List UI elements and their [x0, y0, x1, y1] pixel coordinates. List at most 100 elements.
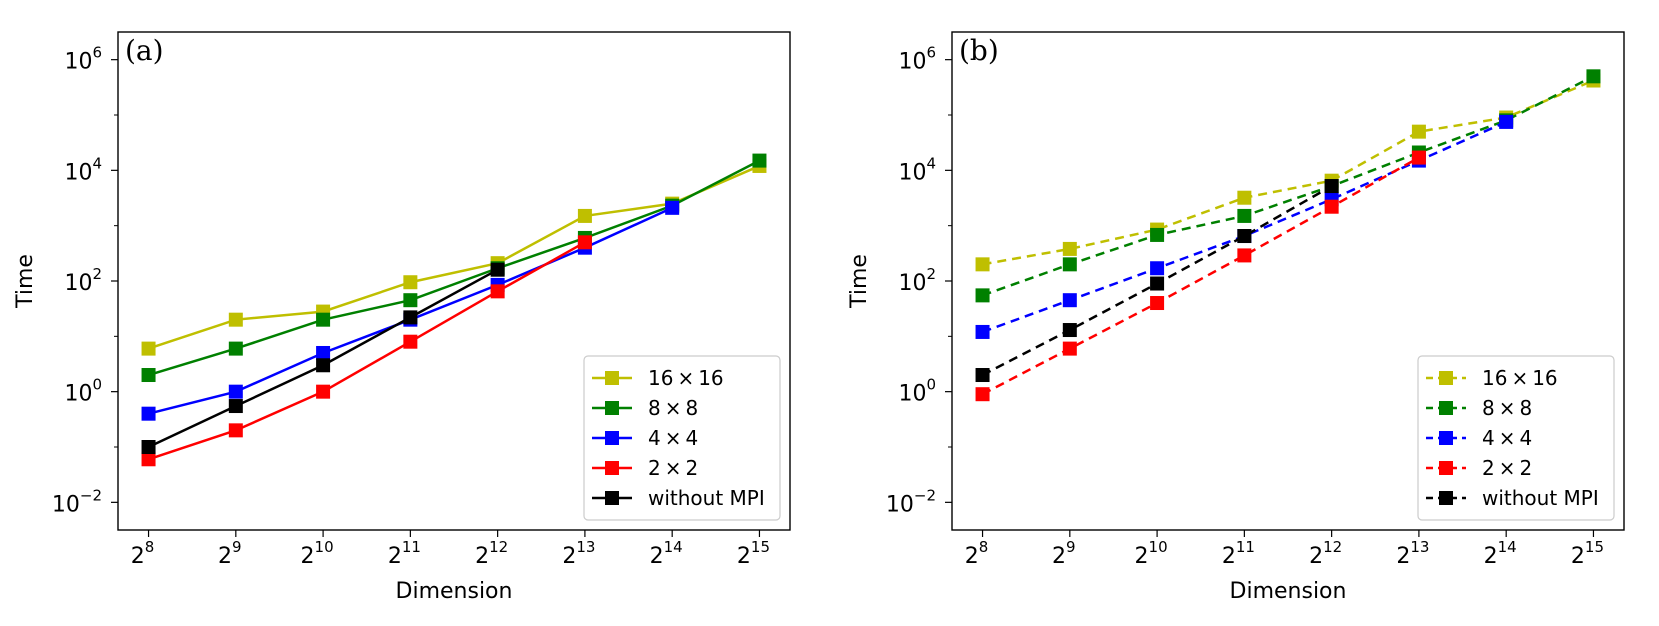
data-point: [577, 208, 592, 223]
data-point: [316, 312, 331, 327]
y-tick-label: 10−2: [52, 486, 102, 517]
x-tick-label: 211: [1222, 538, 1255, 569]
series-line: [982, 75, 1595, 297]
data-point: [1237, 208, 1252, 223]
series-line: [148, 159, 761, 377]
y-tick-label-exp: 0: [92, 376, 102, 394]
legend-marker: [605, 401, 619, 415]
data-point: [228, 384, 243, 399]
y-tick-label: 10−2: [886, 486, 936, 517]
y-tick-label-exp: 6: [92, 44, 102, 62]
y-tick-label: 104: [64, 154, 102, 185]
x-tick-label: 215: [737, 538, 770, 569]
data-point: [228, 423, 243, 438]
x-tick-label: 210: [1135, 538, 1168, 569]
y-tick-label-exp: 4: [926, 154, 936, 172]
y-tick-label-base: 10: [898, 50, 926, 75]
legend: 16 × 16 8 × 8 4 × 4 2 × 2 without MPI: [1417, 355, 1615, 521]
legend-entry: 8 × 8: [1482, 396, 1532, 420]
y-tick-label-exp: −2: [80, 486, 102, 504]
y-tick-label: 106: [64, 44, 102, 75]
x-tick-label-base: 2: [1135, 544, 1149, 569]
y-tick-label-exp: −2: [914, 486, 936, 504]
x-tick-label-exp: 8: [979, 538, 989, 556]
x-tick-label-base: 2: [131, 544, 145, 569]
legend-marker: [605, 461, 619, 475]
data-point: [975, 288, 990, 303]
legend-marker: [1439, 491, 1453, 505]
plot-frame: [951, 31, 1625, 531]
x-tick-label: 214: [650, 538, 683, 569]
x-tick-label-base: 2: [1222, 544, 1236, 569]
data-point: [316, 358, 331, 373]
series-line: [982, 79, 1594, 266]
x-tick-label: 28: [965, 538, 989, 569]
x-tick-label-exp: 12: [489, 538, 508, 556]
data-point: [1237, 248, 1252, 263]
data-point: [1499, 114, 1514, 129]
data-point: [1150, 227, 1165, 242]
data-point: [403, 275, 418, 290]
x-tick-label: 29: [218, 538, 242, 569]
data-point: [1150, 276, 1165, 291]
x-tick-label-base: 2: [1396, 544, 1410, 569]
x-tick-label-base: 2: [1571, 544, 1585, 569]
y-tick-label-base: 10: [52, 492, 80, 517]
y-tick-label: 106: [898, 44, 936, 75]
panel-label: (a): [125, 34, 164, 67]
y-tick-label-base: 10: [886, 492, 914, 517]
x-tick-label-base: 2: [218, 544, 232, 569]
y-tick-label: 104: [898, 154, 936, 185]
data-point: [975, 387, 990, 402]
y-axis-label: Time: [847, 254, 872, 309]
series-line: [148, 164, 760, 350]
x-tick-label-base: 2: [1484, 544, 1498, 569]
legend-entry: without MPI: [648, 486, 765, 510]
x-axis-label: Dimension: [396, 579, 513, 604]
y-tick-label-base: 10: [898, 382, 926, 407]
x-tick-label-exp: 10: [315, 538, 334, 556]
x-tick-label-exp: 14: [1498, 538, 1517, 556]
x-tick-label: 28: [131, 538, 155, 569]
y-tick-label-base: 10: [64, 271, 92, 296]
y-tick-label-exp: 6: [926, 44, 936, 62]
plot-frame: [117, 31, 791, 531]
x-tick-label: 29: [1052, 538, 1076, 569]
y-tick-label-exp: 2: [926, 265, 936, 283]
data-point: [228, 312, 243, 327]
data-point: [1062, 241, 1077, 256]
data-point: [665, 200, 680, 215]
x-tick-label-exp: 10: [1149, 538, 1168, 556]
data-point: [1062, 257, 1077, 272]
y-tick-label-base: 10: [64, 50, 92, 75]
legend-entry: 4 × 4: [1482, 426, 1532, 450]
data-point: [1150, 261, 1165, 276]
legend-marker: [1439, 431, 1453, 445]
x-tick-label-base: 2: [562, 544, 576, 569]
y-tick-label-base: 10: [64, 160, 92, 185]
data-point: [316, 384, 331, 399]
data-point: [1324, 199, 1339, 214]
data-point: [141, 341, 156, 356]
data-point: [403, 310, 418, 325]
x-tick-label-exp: 9: [1066, 538, 1076, 556]
series-1: [141, 153, 767, 383]
data-point: [1062, 341, 1077, 356]
legend-marker: [605, 371, 619, 385]
data-point: [975, 368, 990, 383]
data-point: [1062, 323, 1077, 338]
data-point: [1411, 124, 1426, 139]
x-tick-label-exp: 13: [576, 538, 595, 556]
legend: 16 × 16 8 × 8 4 × 4 2 × 2 without MPI: [583, 355, 781, 521]
legend-marker: [605, 491, 619, 505]
data-point: [1411, 150, 1426, 165]
x-tick-label-base: 2: [737, 544, 751, 569]
x-tick-label: 213: [1396, 538, 1429, 569]
data-point: [975, 324, 990, 339]
legend-entry: 2 × 2: [1482, 456, 1532, 480]
data-point: [316, 345, 331, 360]
